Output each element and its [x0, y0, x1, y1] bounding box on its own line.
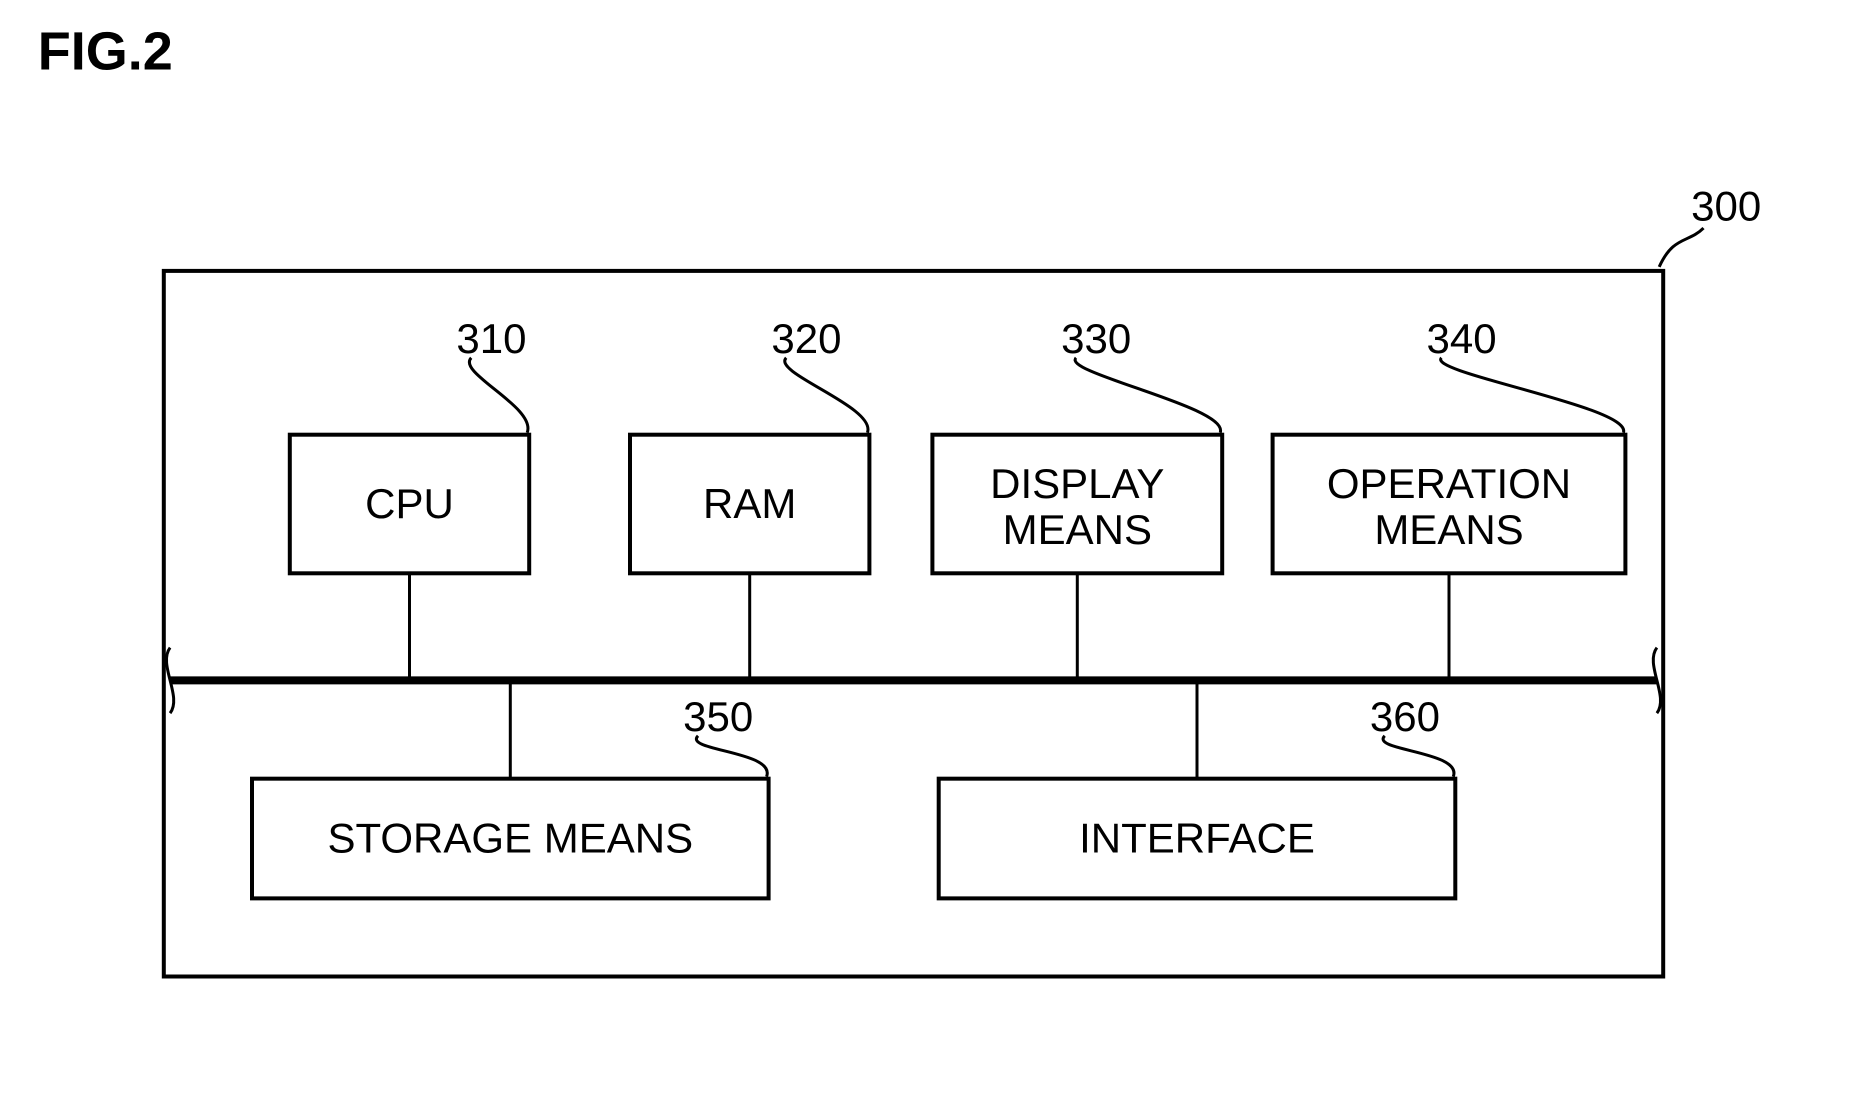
block-interface-ref-lead — [1383, 736, 1454, 777]
block-storage-label: STORAGE MEANS — [327, 815, 693, 862]
container-ref-lead — [1659, 228, 1703, 267]
block-storage-ref: 350 — [683, 693, 753, 740]
container-ref: 300 — [1691, 183, 1761, 230]
block-interface-label: INTERFACE — [1079, 815, 1315, 862]
block-display-label-1: DISPLAY — [990, 460, 1164, 507]
block-display-ref: 330 — [1061, 315, 1131, 362]
block-operation-label-1: OPERATION — [1327, 460, 1571, 507]
block-cpu-ref-lead — [469, 358, 528, 433]
block-cpu: CPU 310 — [290, 315, 529, 681]
figure-title: FIG.2 — [38, 21, 173, 81]
block-ram-ref-lead — [785, 358, 868, 433]
block-display-ref-lead — [1075, 358, 1221, 433]
block-ram-ref: 320 — [771, 315, 841, 362]
block-ram: RAM 320 — [630, 315, 869, 681]
block-cpu-label: CPU — [365, 480, 454, 527]
block-display-label-2: MEANS — [1003, 506, 1152, 553]
block-operation-ref-lead — [1441, 358, 1624, 433]
block-display: DISPLAYMEANS 330 — [932, 315, 1222, 681]
block-ram-label: RAM — [703, 480, 796, 527]
block-interface: INTERFACE 360 — [939, 680, 1456, 898]
block-operation-ref: 340 — [1427, 315, 1497, 362]
block-operation: OPERATIONMEANS 340 — [1273, 315, 1626, 681]
block-operation-label-2: MEANS — [1374, 506, 1523, 553]
block-interface-ref: 360 — [1370, 693, 1440, 740]
block-storage: STORAGE MEANS 350 — [252, 680, 769, 898]
block-storage-ref-lead — [696, 736, 767, 777]
block-cpu-ref: 310 — [456, 315, 526, 362]
figure-svg: FIG.2300CPU310RAM320DISPLAYMEANS330OPERA… — [0, 0, 1868, 1120]
